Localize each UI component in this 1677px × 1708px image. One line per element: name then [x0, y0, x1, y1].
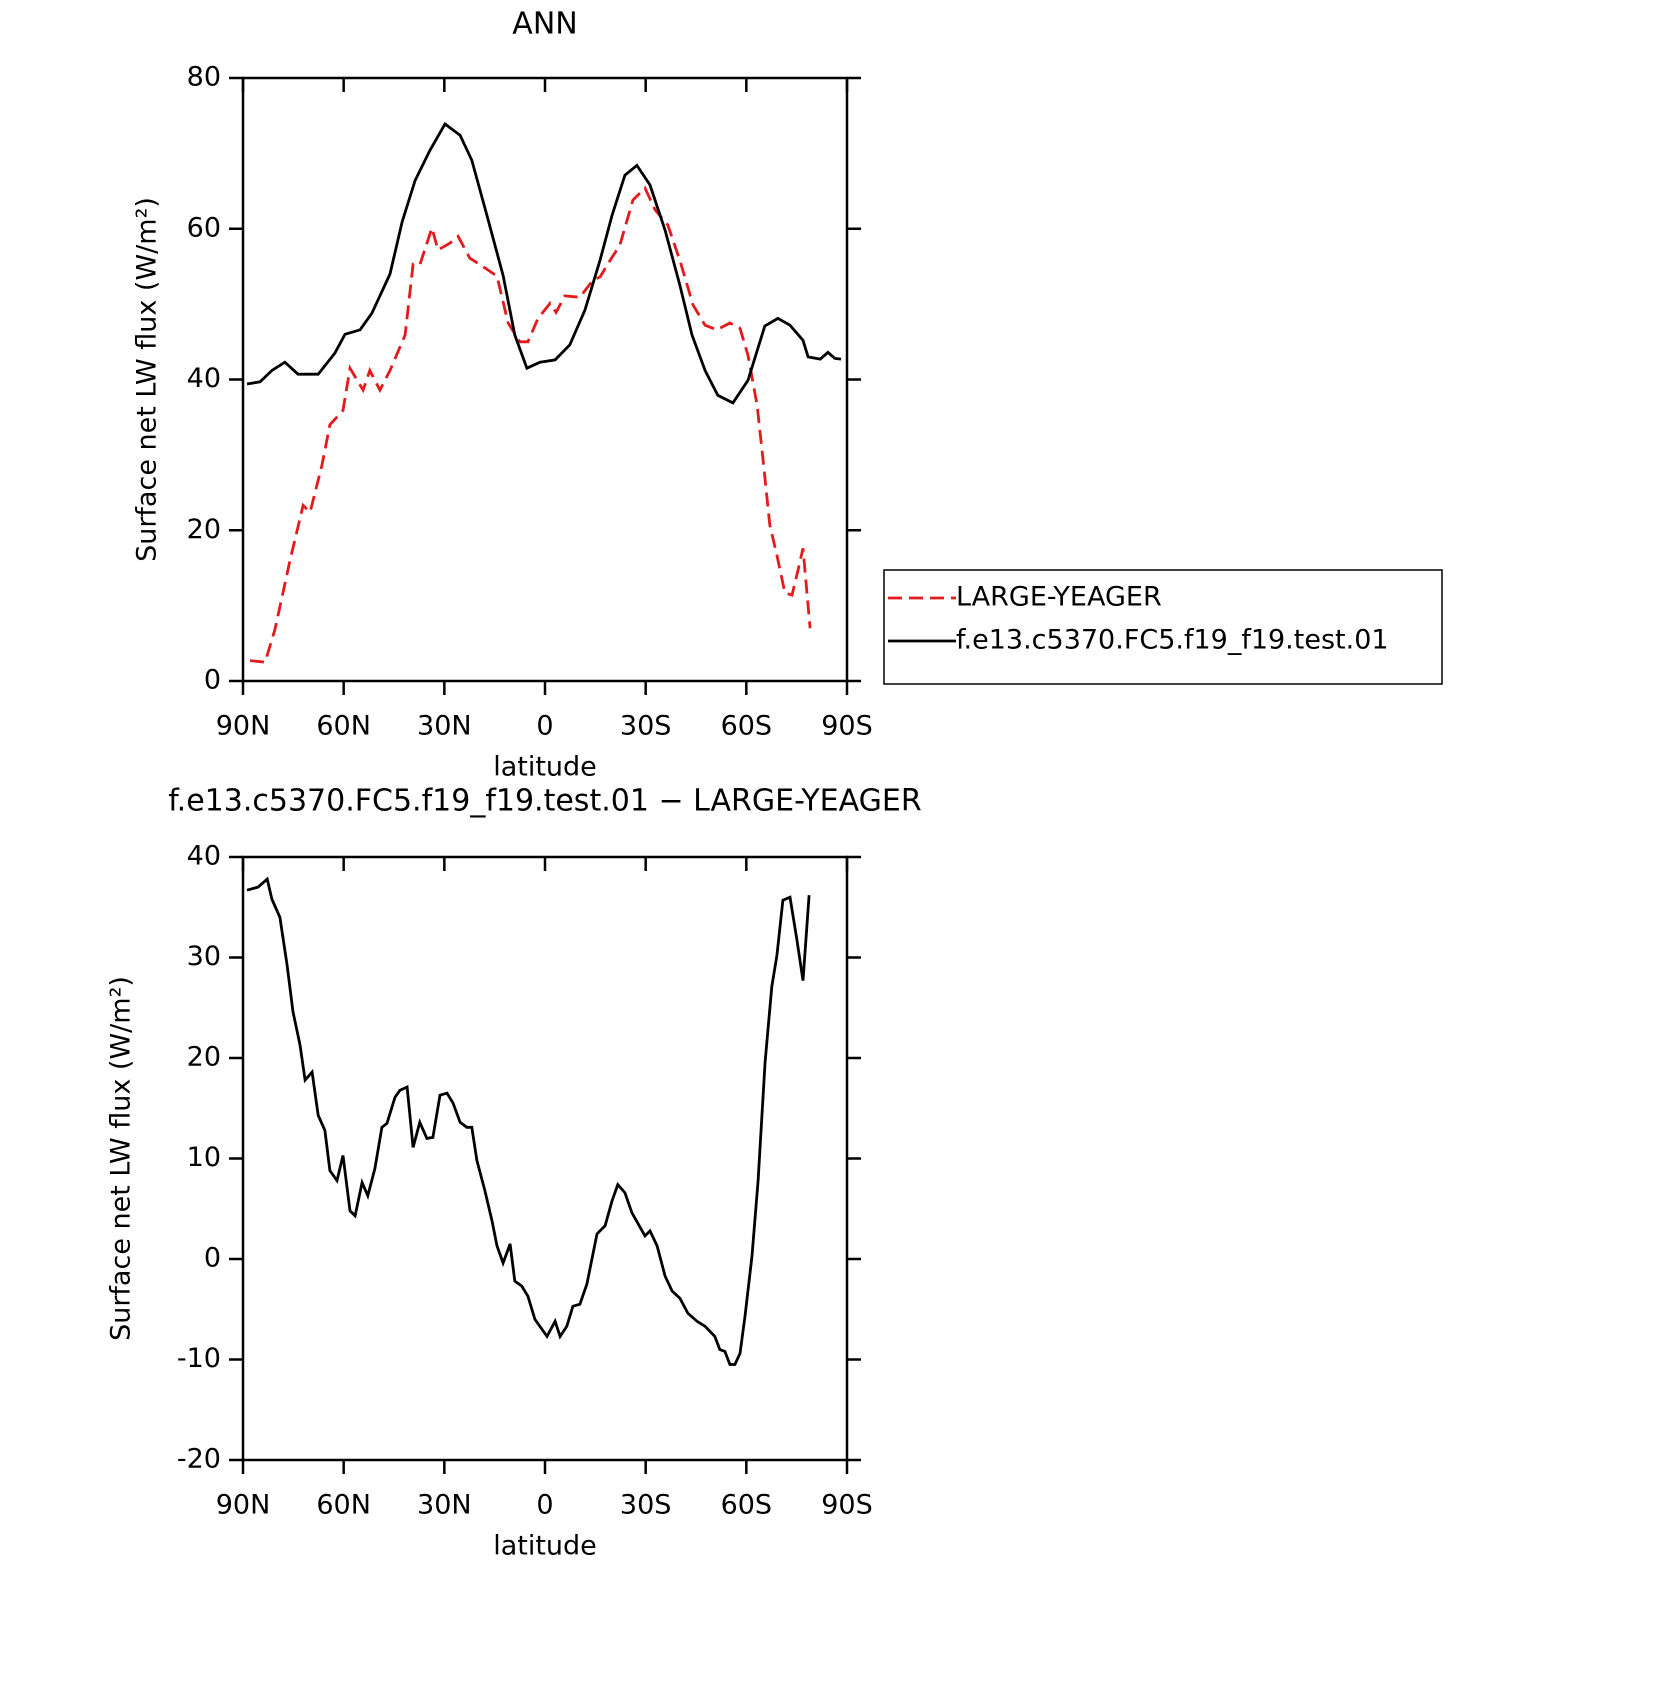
- x-tick-label: 0: [536, 711, 553, 742]
- y-tick-label: 60: [187, 212, 221, 243]
- y-axis-label: Surface net LW flux (W/m²): [106, 976, 137, 1341]
- legend-label: LARGE-YEAGER: [956, 582, 1162, 613]
- plot-frame: [241, 855, 849, 1462]
- y-tick-label: 0: [204, 1243, 221, 1274]
- x-axis-label: latitude: [493, 752, 597, 783]
- y-tick-label: 40: [187, 841, 221, 872]
- x-tick-label: 90S: [821, 1490, 873, 1521]
- y-tick-label: 30: [187, 941, 221, 972]
- x-tick-label: 30S: [620, 711, 672, 742]
- x-tick-label: 30N: [417, 1490, 472, 1521]
- data-line: [246, 121, 842, 405]
- x-tick-label: 60S: [721, 711, 773, 742]
- x-axis-label: latitude: [493, 1531, 597, 1562]
- y-tick-label: 80: [187, 62, 221, 93]
- x-tick-label: 60N: [316, 711, 371, 742]
- x-tick-label: 60S: [721, 1490, 773, 1521]
- y-tick-label: 20: [187, 1042, 221, 1073]
- chart-title: f.e13.c5370.FC5.f19_f19.test.01 − LARGE-…: [168, 784, 921, 819]
- x-tick-label: 90N: [216, 711, 271, 742]
- y-axis-label: Surface net LW flux (W/m²): [132, 197, 163, 562]
- legend-box: [883, 569, 1443, 685]
- legend-label: f.e13.c5370.FC5.f19_f19.test.01: [956, 625, 1389, 656]
- data-line: [249, 185, 812, 664]
- data-line: [246, 876, 811, 1366]
- x-tick-label: 60N: [316, 1490, 371, 1521]
- y-tick-label: 10: [187, 1142, 221, 1173]
- y-tick-label: -20: [177, 1444, 221, 1475]
- x-tick-label: 0: [536, 1490, 553, 1521]
- x-tick-label: 30N: [417, 711, 472, 742]
- x-tick-label: 30S: [620, 1490, 672, 1521]
- chart-title: ANN: [512, 7, 577, 42]
- x-tick-label: 90N: [216, 1490, 271, 1521]
- y-tick-label: 40: [187, 363, 221, 394]
- y-tick-label: -10: [177, 1343, 221, 1374]
- y-tick-label: 20: [187, 514, 221, 545]
- y-tick-label: 0: [204, 665, 221, 696]
- x-tick-label: 90S: [821, 711, 873, 742]
- plot-frame: [241, 76, 849, 683]
